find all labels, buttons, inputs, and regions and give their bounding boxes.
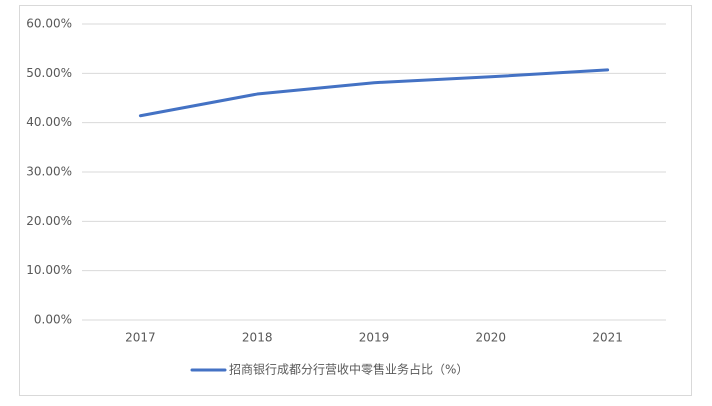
y-tick-label: 50.00% xyxy=(26,66,72,80)
y-tick-label: 30.00% xyxy=(26,165,72,179)
x-tick-label: 2020 xyxy=(476,331,507,345)
y-tick-label: 10.00% xyxy=(26,263,72,277)
x-tick-label: 2019 xyxy=(359,331,390,345)
x-tick-label: 2018 xyxy=(242,331,273,345)
y-tick-label: 40.00% xyxy=(26,115,72,129)
series-line xyxy=(138,68,610,118)
legend-label: 招商银行成都分行营收中零售业务占比（%） xyxy=(229,362,468,377)
x-tick-label: 2017 xyxy=(125,331,156,345)
x-tick-label: 2021 xyxy=(592,331,623,345)
y-tick-label: 20.00% xyxy=(26,214,72,228)
chart-frame xyxy=(19,5,692,396)
y-tick-label: 60.00% xyxy=(26,17,72,31)
y-tick-label: 0.00% xyxy=(34,313,72,327)
